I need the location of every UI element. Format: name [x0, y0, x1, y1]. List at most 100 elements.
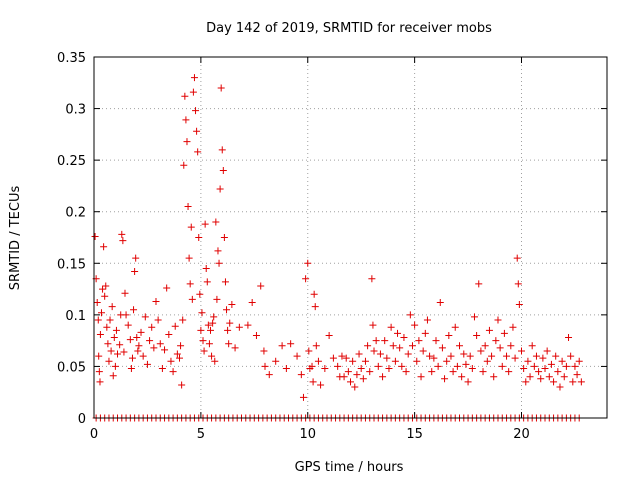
data-point — [387, 323, 395, 331]
data-point — [402, 368, 410, 376]
x-axis-label: GPS time / hours — [295, 460, 404, 475]
data-point — [573, 371, 581, 379]
data-point — [226, 319, 234, 327]
data-point — [122, 311, 130, 319]
data-point — [511, 354, 519, 362]
data-point — [470, 313, 478, 321]
data-point — [107, 347, 115, 355]
data-point — [161, 346, 169, 354]
data-point — [312, 342, 320, 350]
data-point — [156, 340, 164, 348]
data-point — [108, 303, 116, 311]
data-point — [257, 282, 265, 290]
data-point — [93, 298, 101, 306]
data-point — [126, 336, 134, 344]
data-point — [219, 166, 227, 174]
data-point — [148, 323, 156, 331]
data-point — [293, 352, 301, 360]
data-point — [513, 254, 521, 262]
data-point — [558, 357, 566, 365]
data-point — [310, 290, 318, 298]
data-point — [554, 368, 562, 376]
data-point — [244, 321, 252, 329]
data-point — [432, 337, 440, 345]
data-point — [116, 341, 124, 349]
data-point — [443, 357, 451, 365]
data-point — [532, 352, 540, 360]
data-point — [223, 306, 231, 314]
data-point — [436, 298, 444, 306]
data-point — [190, 74, 198, 82]
data-point — [218, 146, 226, 154]
data-point — [192, 107, 200, 115]
data-point — [398, 362, 406, 370]
data-point — [114, 350, 122, 358]
data-point — [248, 298, 256, 306]
data-point — [217, 84, 225, 92]
data-point — [210, 313, 218, 321]
data-point — [282, 364, 290, 372]
data-point — [447, 352, 455, 360]
data-point — [211, 357, 219, 365]
data-point — [479, 368, 487, 376]
data-point — [135, 342, 143, 350]
data-point — [364, 342, 372, 350]
data-point — [526, 373, 534, 381]
grid-lines — [94, 57, 607, 418]
y-tick-label: 0.15 — [57, 257, 86, 272]
data-point — [141, 313, 149, 321]
data-point — [329, 354, 337, 362]
data-point — [287, 340, 295, 348]
data-point — [421, 329, 429, 337]
data-point — [321, 364, 329, 372]
data-point — [198, 309, 206, 317]
x-tick-label: 5 — [197, 427, 205, 442]
data-point — [204, 321, 212, 329]
data-point — [376, 350, 384, 358]
y-tick-label: 0.3 — [65, 103, 86, 118]
data-point — [96, 378, 104, 386]
axis-ticks — [93, 56, 607, 419]
data-point — [468, 364, 476, 372]
data-point — [177, 342, 185, 350]
data-point — [396, 344, 404, 352]
data-point — [562, 362, 570, 370]
data-point — [547, 360, 555, 368]
data-point — [475, 280, 483, 288]
data-point — [430, 354, 438, 362]
x-tick-label: 20 — [513, 427, 530, 442]
data-point — [133, 334, 141, 342]
data-point — [224, 326, 232, 334]
data-point — [216, 185, 224, 193]
data-point — [95, 352, 103, 360]
data-point — [106, 316, 114, 324]
data-point — [488, 352, 496, 360]
data-point — [492, 337, 500, 345]
data-point — [404, 350, 412, 358]
data-point — [325, 331, 333, 339]
data-point — [411, 321, 419, 329]
data-point — [338, 352, 346, 360]
data-point — [203, 278, 211, 286]
data-point — [183, 138, 191, 146]
data-point — [577, 378, 585, 386]
data-point — [278, 342, 286, 350]
data-point — [379, 373, 387, 381]
data-point — [417, 373, 425, 381]
data-point — [368, 275, 376, 283]
data-point — [146, 337, 154, 345]
data-point — [456, 342, 464, 350]
data-point — [481, 342, 489, 350]
x-tick-label: 10 — [299, 427, 316, 442]
data-point — [494, 316, 502, 324]
data-point — [349, 357, 357, 365]
y-axis-label: SRMTID / TECUs — [8, 186, 23, 291]
data-point — [231, 344, 239, 352]
data-point — [423, 316, 431, 324]
data-point — [567, 352, 575, 360]
x-tick-label: 15 — [406, 427, 423, 442]
data-point — [179, 316, 187, 324]
data-point — [515, 301, 523, 309]
data-point — [199, 337, 207, 345]
data-point — [426, 352, 434, 360]
